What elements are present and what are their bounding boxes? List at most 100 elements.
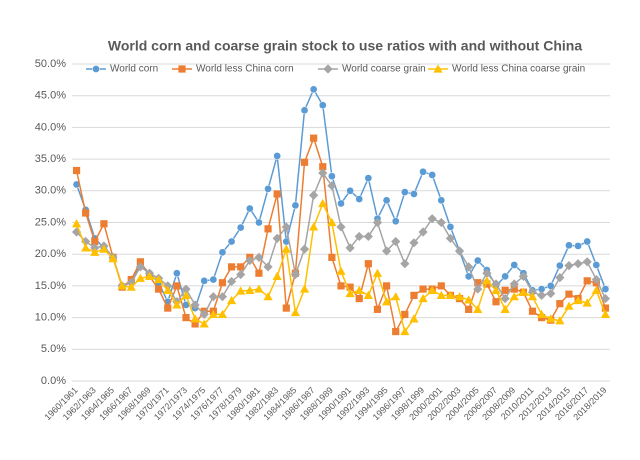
point (92, 65, 100, 73)
point (217, 292, 228, 302)
point (178, 65, 186, 73)
point (81, 243, 91, 252)
point (245, 285, 255, 294)
point (263, 262, 273, 272)
point (318, 101, 327, 110)
point (300, 106, 309, 115)
point (373, 305, 382, 313)
point (328, 253, 336, 261)
point (363, 231, 373, 242)
point (272, 233, 282, 243)
point (381, 246, 392, 256)
point (473, 256, 482, 265)
point (591, 285, 601, 294)
point (573, 259, 583, 269)
point (172, 300, 182, 309)
y-tick-label: 10.0% (35, 312, 66, 324)
point (391, 236, 401, 247)
point (601, 285, 610, 293)
point (199, 319, 209, 328)
point (337, 199, 345, 208)
point (546, 288, 556, 299)
point (372, 268, 383, 277)
point (99, 244, 109, 253)
point (173, 269, 181, 278)
point (465, 305, 473, 313)
point (446, 223, 455, 231)
point (501, 272, 509, 281)
point (136, 258, 144, 266)
point (310, 134, 318, 142)
point (419, 167, 427, 176)
point (154, 274, 164, 284)
point (601, 304, 610, 312)
point (218, 279, 227, 287)
point (236, 269, 246, 280)
point (400, 326, 410, 336)
point (208, 292, 218, 302)
point (400, 259, 410, 269)
chart-title: World corn and coarse grain stock to use… (108, 38, 582, 54)
y-tick-label: 45.0% (35, 90, 66, 102)
point (491, 285, 501, 294)
point (591, 274, 601, 285)
point (600, 293, 611, 304)
point (90, 247, 100, 256)
y-tick-label: 20.0% (35, 248, 66, 260)
point (546, 314, 556, 323)
point (564, 301, 574, 310)
point (574, 242, 582, 250)
point (474, 279, 482, 287)
point (126, 282, 136, 291)
point (410, 190, 418, 198)
series-line (75, 135, 607, 334)
point (410, 291, 418, 300)
point (555, 316, 565, 325)
point (382, 282, 391, 290)
point (217, 309, 228, 319)
point (492, 298, 500, 306)
point (436, 290, 446, 300)
point (299, 284, 310, 293)
legend-label: World corn (110, 64, 158, 75)
point (245, 255, 255, 266)
point (409, 314, 419, 323)
y-tick-label: 5.0% (41, 343, 66, 355)
point (100, 220, 108, 228)
point (327, 217, 337, 227)
point (245, 204, 254, 213)
point (464, 262, 474, 272)
point (281, 222, 291, 232)
legend-label: World less China coarse grain (452, 64, 585, 75)
point (264, 185, 272, 193)
point (273, 152, 282, 160)
point (323, 64, 333, 74)
point (181, 290, 191, 300)
point (299, 244, 310, 254)
point (600, 309, 611, 319)
legend-label: World less China corn (196, 64, 294, 75)
point (500, 293, 510, 304)
point (318, 198, 328, 208)
point (482, 268, 492, 278)
point (190, 300, 200, 310)
point (281, 244, 291, 253)
point (164, 304, 172, 312)
point (290, 269, 301, 280)
point (565, 241, 573, 250)
point (583, 277, 591, 285)
y-tick-label: 50.0% (35, 58, 66, 70)
point (500, 304, 510, 313)
point (309, 190, 319, 200)
point (273, 190, 281, 198)
point (135, 262, 145, 272)
y-tick-label: 15.0% (35, 280, 66, 292)
point (419, 285, 427, 293)
point (218, 248, 227, 257)
point (209, 275, 218, 284)
point (255, 218, 263, 227)
point (236, 223, 245, 232)
point (328, 172, 336, 181)
point (391, 217, 400, 226)
point (319, 163, 327, 171)
